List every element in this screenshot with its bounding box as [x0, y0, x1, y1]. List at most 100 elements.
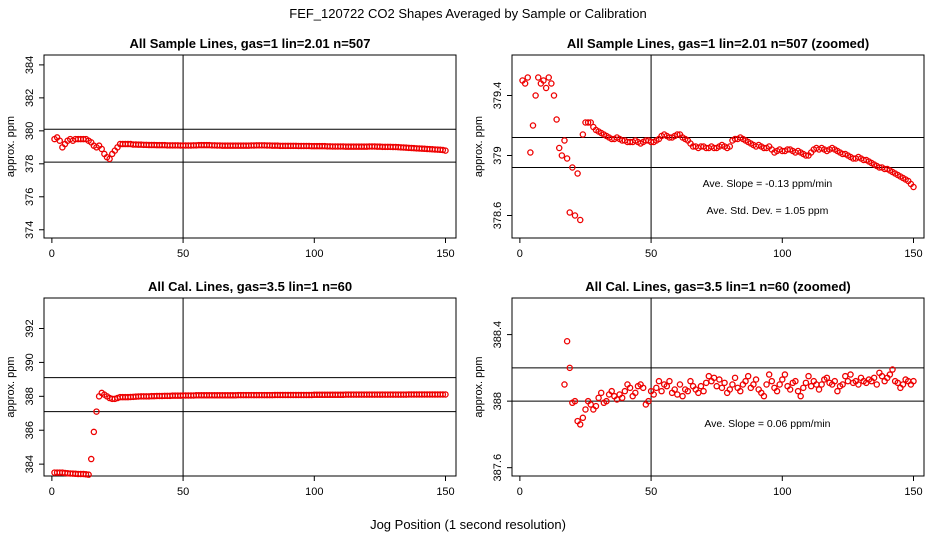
data-point [831, 377, 839, 385]
x-tick-label: 150 [904, 248, 922, 260]
data-point [524, 74, 531, 81]
data-point [760, 392, 768, 400]
data-point [716, 376, 723, 383]
y-tick-label: 378 [24, 155, 36, 173]
data-point [439, 146, 447, 154]
x-tick-label: 100 [305, 486, 323, 498]
data-point [592, 402, 600, 410]
data-point [752, 376, 760, 383]
chart-panel-3: All Cal. Lines, gas=3.5 lin=1 n=60 0 50 100… [5, 279, 457, 498]
panel-title: All Sample Lines, gas=1 lin=2.01 n=507 [130, 36, 371, 51]
data-point [521, 80, 529, 87]
x-tick-label: 150 [436, 248, 454, 260]
data-point [621, 387, 629, 395]
data-point [563, 155, 571, 162]
data-point [805, 372, 812, 380]
data-point [889, 366, 896, 373]
data-point [532, 92, 539, 99]
y-tick-label: 388.4 [492, 321, 504, 349]
data-point [737, 387, 744, 395]
data-point [855, 381, 862, 388]
chart-panel-1: All Sample Lines, gas=1 lin=2.01 n=507 0 5… [5, 36, 457, 260]
y-axis-label: approx. ppm [473, 116, 485, 177]
y-tick-label: 386 [24, 421, 36, 439]
data-point [608, 387, 615, 395]
data-point [713, 382, 720, 390]
data-point [763, 381, 770, 388]
data-point [527, 149, 534, 156]
data-point [85, 471, 92, 478]
data-point [595, 394, 602, 402]
y-tick-label: 392 [24, 319, 36, 337]
data-point [658, 387, 665, 395]
data-point [106, 155, 113, 163]
data-point [687, 377, 694, 385]
chart-panel-4: All Cal. Lines, gas=3.5 lin=1 n=60 (zoom… [473, 279, 925, 498]
data-point [576, 216, 584, 224]
data-point [768, 377, 776, 385]
y-tick-label: 384 [24, 56, 36, 74]
y-axis-label: approx. ppm [5, 116, 17, 177]
data-point [98, 145, 105, 153]
data-point [442, 391, 449, 398]
plot-frame [511, 54, 925, 239]
data-point [818, 381, 825, 388]
data-point [569, 164, 576, 171]
figure-title: FEF_120722 CO2 Shapes Averaged by Sample… [289, 6, 646, 21]
data-point [870, 374, 878, 382]
data-point [558, 152, 566, 159]
data-point [576, 421, 584, 428]
x-tick-label: 100 [773, 248, 791, 260]
data-point [834, 387, 841, 395]
data-point [802, 379, 810, 387]
data-point [439, 391, 447, 398]
data-point [93, 408, 100, 415]
data-point [773, 387, 781, 395]
data-point [561, 381, 568, 388]
data-point [584, 119, 592, 126]
figure-xlabel: Jog Position (1 second resolution) [370, 517, 566, 532]
y-axis-label: approx. ppm [5, 356, 17, 417]
data-point [566, 364, 573, 372]
y-tick-label: 387.6 [492, 454, 504, 482]
data-point [842, 372, 849, 380]
data-point [671, 386, 678, 393]
y-tick-label: 388 [492, 392, 504, 410]
data-point [792, 377, 799, 385]
panel-annotation: Ave. Slope = 0.06 ppm/min [704, 418, 830, 430]
y-tick-label: 390 [24, 353, 36, 371]
data-point [684, 387, 692, 395]
x-tick-label: 0 [517, 248, 523, 260]
data-point [674, 391, 681, 398]
x-tick-label: 100 [773, 486, 791, 498]
panel-title: All Cal. Lines, gas=3.5 lin=1 n=60 [148, 279, 352, 294]
plot-frame [43, 297, 457, 477]
data-point [442, 147, 449, 154]
panels-group: All Sample Lines, gas=1 lin=2.01 n=507 0 5… [5, 36, 925, 498]
data-point [744, 372, 752, 380]
data-point [82, 471, 90, 478]
x-tick-label: 50 [177, 248, 189, 260]
y-axis-label: approx. ppm [473, 356, 485, 417]
panel-title: All Cal. Lines, gas=3.5 lin=1 n=60 (zoom… [585, 279, 851, 294]
data-point [844, 377, 852, 385]
data-point [750, 381, 757, 388]
data-point [718, 384, 726, 392]
data-point [781, 371, 789, 378]
data-point [626, 384, 634, 392]
data-point [702, 379, 710, 387]
y-tick-label: 388 [24, 387, 36, 405]
x-tick-label: 0 [49, 486, 55, 498]
data-point [540, 77, 547, 84]
x-tick-label: 50 [645, 248, 657, 260]
y-tick-label: 379.4 [492, 82, 504, 110]
data-point [802, 152, 810, 159]
data-point [779, 376, 786, 383]
data-point [566, 209, 573, 216]
data-point [721, 379, 728, 387]
plot-frame [43, 54, 457, 239]
data-point [731, 374, 739, 382]
data-point [550, 92, 558, 99]
